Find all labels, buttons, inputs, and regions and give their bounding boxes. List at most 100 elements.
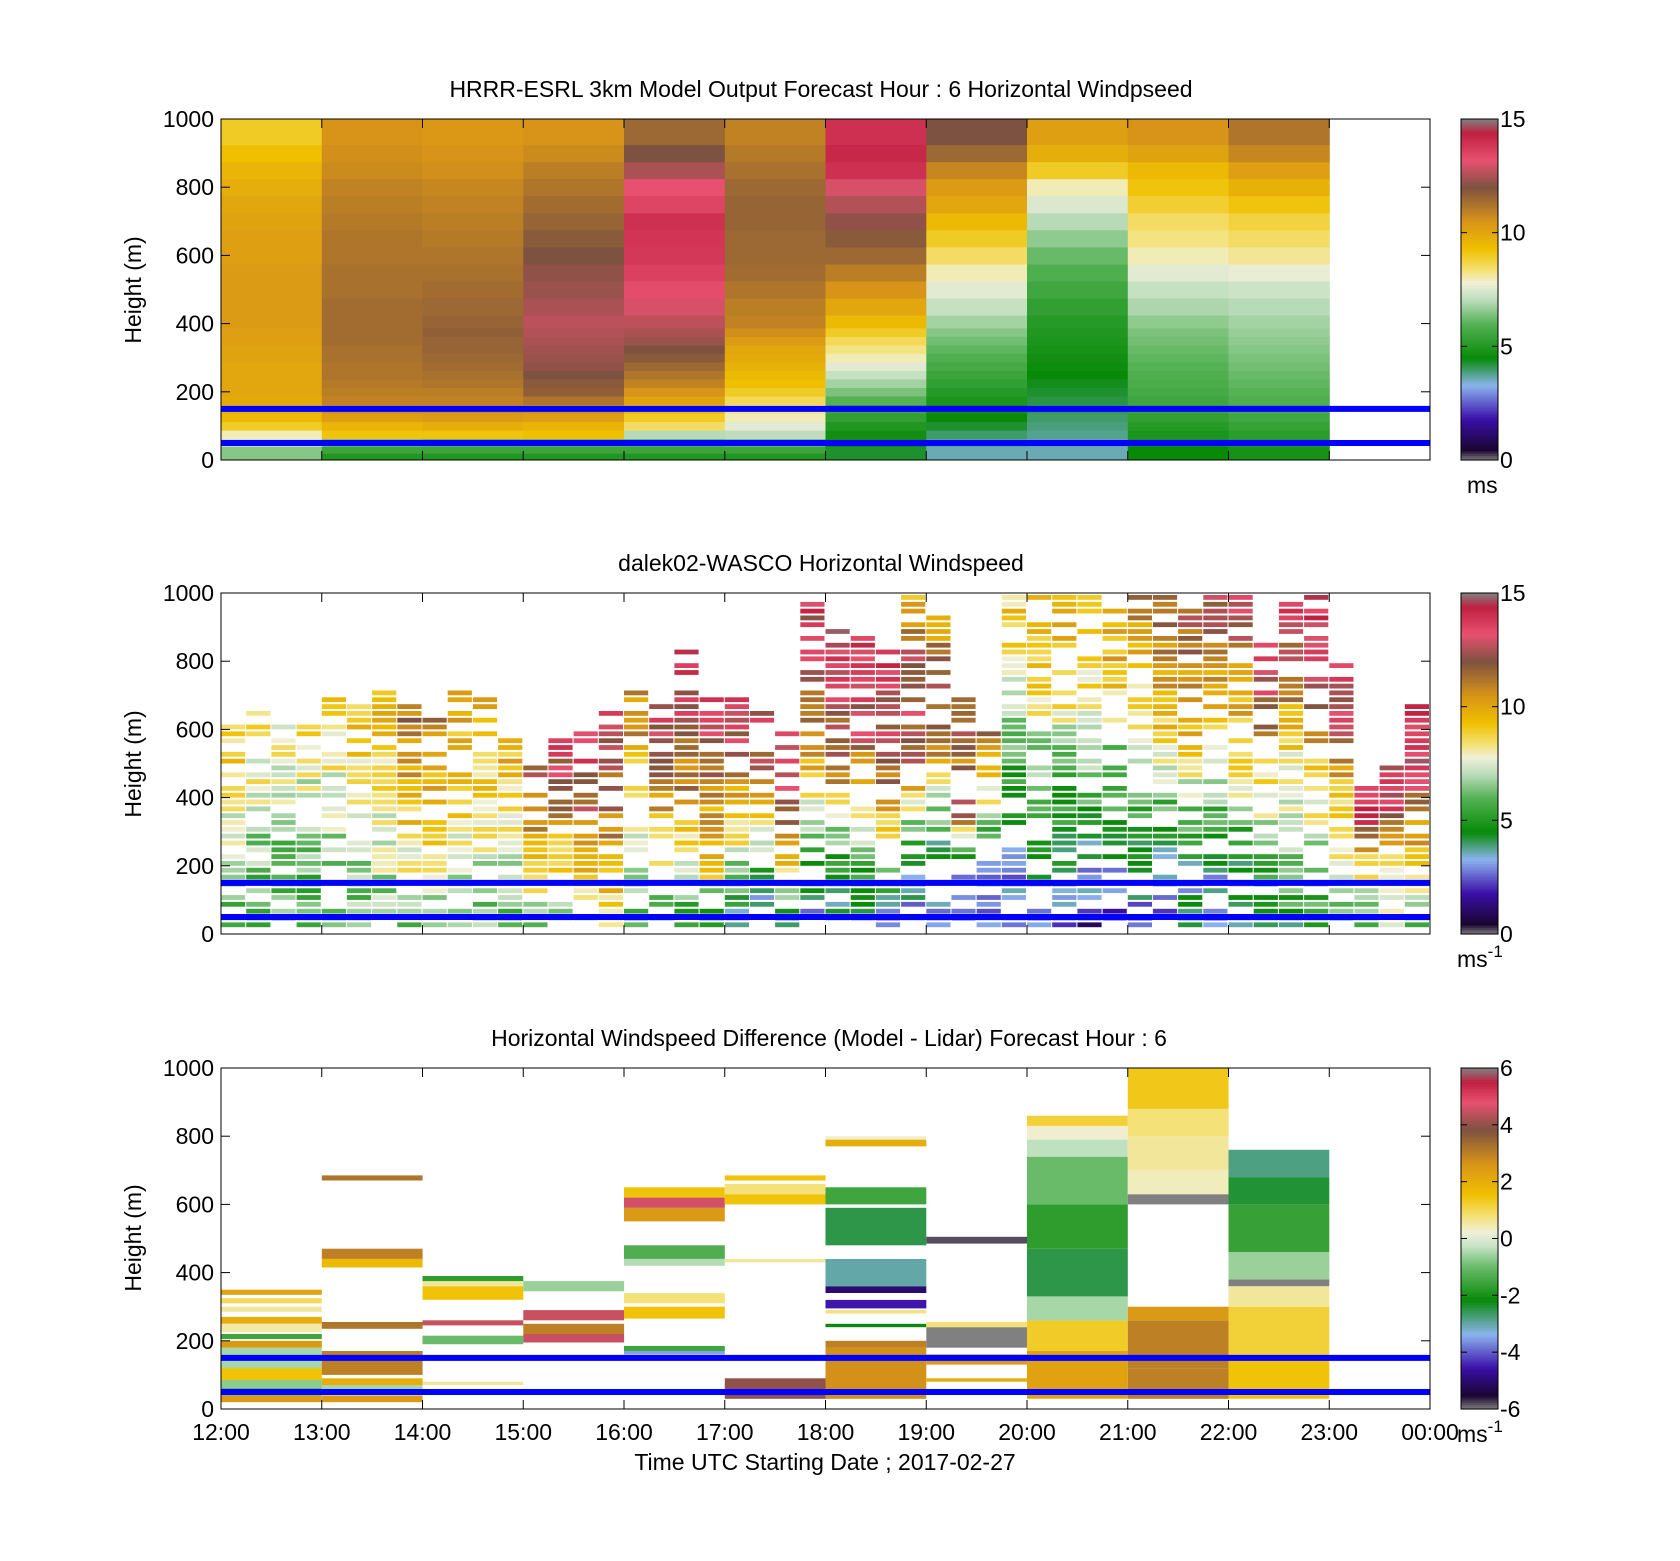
colorbar-tick-label: -2 <box>1500 1282 1520 1308</box>
heatmap-cell <box>875 697 901 703</box>
heatmap-cell <box>926 745 951 750</box>
heatmap-cell <box>1102 717 1127 723</box>
colorbar-segment <box>1461 786 1498 790</box>
heatmap-cell <box>1379 888 1404 894</box>
heatmap-cell <box>1304 908 1329 914</box>
heatmap-cell <box>1278 874 1304 880</box>
heatmap-cell <box>1304 704 1329 709</box>
colorbar-segment <box>1461 1283 1498 1287</box>
x-tick-label: 14:00 <box>394 1419 452 1445</box>
colorbar-segment <box>1461 806 1498 810</box>
heatmap-cell <box>246 758 271 764</box>
heatmap-cell <box>1027 421 1129 431</box>
colorbar-segment <box>1461 348 1498 352</box>
heatmap-cell <box>1278 690 1304 696</box>
heatmap-cell <box>1379 840 1404 846</box>
heatmap-cell <box>523 854 548 859</box>
heatmap-cell <box>850 806 875 812</box>
colorbar-segment <box>1461 872 1498 876</box>
heatmap-cell <box>1228 453 1330 461</box>
heatmap-cell <box>976 813 1001 819</box>
heatmap-cell <box>1152 772 1178 778</box>
heatmap-cell <box>825 246 927 265</box>
heatmap-cell <box>447 847 472 853</box>
heatmap-cell <box>1102 765 1127 771</box>
colorbar-segment <box>1461 1322 1498 1326</box>
heatmap-cell <box>850 908 875 914</box>
colorbar-segment <box>1461 403 1498 407</box>
heatmap-cell <box>1001 854 1026 859</box>
heatmap-cell <box>951 751 976 757</box>
heatmap-cell <box>825 229 927 248</box>
heatmap-cell <box>1152 656 1178 662</box>
heatmap-cell <box>624 1197 725 1208</box>
colorbar-segment <box>1461 656 1498 660</box>
heatmap-cell <box>321 430 424 440</box>
heatmap-cell <box>1027 298 1129 316</box>
heatmap-cell <box>1077 908 1102 914</box>
heatmap-cell <box>1203 649 1228 655</box>
heatmap-cell <box>422 1381 524 1386</box>
heatmap-cell <box>523 867 548 873</box>
heatmap-cell <box>1052 901 1077 907</box>
heatmap-cell <box>598 765 623 771</box>
colorbar-segment <box>1461 1195 1498 1199</box>
heatmap-cell <box>699 792 724 798</box>
heatmap-cell <box>1203 690 1228 696</box>
heatmap-cell <box>1329 861 1354 866</box>
y-tick-label: 600 <box>176 242 214 268</box>
heatmap-cell <box>1027 453 1129 461</box>
heatmap-cell <box>724 379 827 388</box>
heatmap-cell <box>321 1322 423 1329</box>
heatmap-cell <box>649 779 674 784</box>
heatmap-cell <box>1152 690 1178 696</box>
colorbar-segment <box>1461 1336 1498 1340</box>
heatmap-cell <box>422 246 524 265</box>
heatmap-cell <box>674 751 699 757</box>
colorbar-segment <box>1461 1093 1498 1096</box>
heatmap-cell <box>1027 315 1129 329</box>
y-tick-label: 600 <box>176 1191 214 1217</box>
heatmap-cell <box>1228 772 1253 778</box>
heatmap-cell <box>221 421 323 431</box>
heatmap-cell <box>221 738 246 744</box>
heatmap-cell <box>598 901 623 907</box>
heatmap-cell <box>397 792 422 798</box>
heatmap-cell <box>1102 772 1127 778</box>
colorbar-segment <box>1461 693 1498 696</box>
heatmap-cell <box>1102 854 1127 859</box>
heatmap-cell <box>346 724 372 730</box>
heatmap-cell <box>1077 854 1102 859</box>
colorbar-segment <box>1461 1181 1498 1185</box>
heatmap-cell <box>825 629 850 634</box>
colorbar-segment <box>1461 350 1498 354</box>
heatmap-cell <box>674 724 699 730</box>
heatmap-cell <box>1228 353 1330 363</box>
x-tick-label: 19:00 <box>897 1419 955 1445</box>
y-tick-label: 1000 <box>163 580 214 606</box>
colorbar-segment <box>1461 1124 1498 1128</box>
heatmap-cell <box>1228 717 1253 723</box>
heatmap-cell <box>1127 901 1152 907</box>
colorbar-segment <box>1461 774 1498 778</box>
heatmap-cell <box>926 362 1028 371</box>
heatmap-cell <box>1027 656 1052 662</box>
heatmap-cell <box>422 229 524 248</box>
heatmap-cell <box>1152 676 1178 682</box>
heatmap-cell <box>850 901 875 907</box>
heatmap-cell <box>1278 724 1304 730</box>
heatmap-cell <box>1329 690 1354 696</box>
heatmap-cell <box>1278 854 1304 859</box>
heatmap-cell <box>1354 888 1379 894</box>
heatmap-cell <box>1278 676 1304 682</box>
colorbar-segment <box>1461 1168 1498 1171</box>
heatmap-cell <box>901 636 926 641</box>
heatmap-cell <box>749 765 775 771</box>
heatmap-cell <box>1379 922 1404 928</box>
colorbar-segment <box>1461 1102 1498 1105</box>
heatmap-cell <box>397 895 422 900</box>
colorbar-segment <box>1461 1352 1498 1356</box>
heatmap-cell <box>1278 888 1304 894</box>
heatmap-cell <box>573 867 598 873</box>
colorbar-tick-label: 4 <box>1500 1112 1513 1138</box>
